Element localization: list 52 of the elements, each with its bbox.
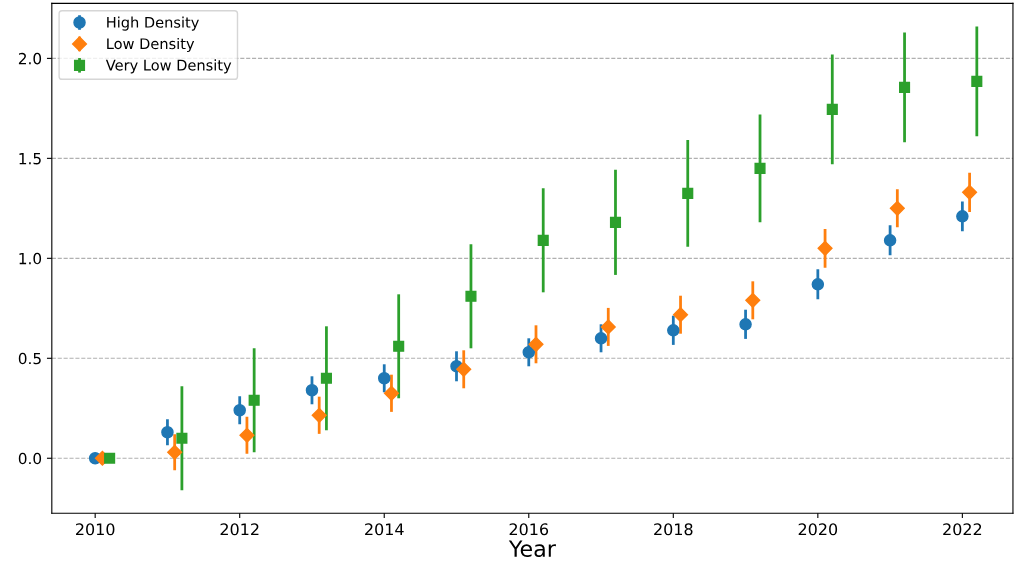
x-tick-label: 2022 [943,523,982,536]
x-tick-label: 2020 [798,523,838,536]
point [239,427,255,443]
legend-label: Very Low Density [105,59,232,74]
point [522,346,536,359]
y-tick-label: 2.0 [18,52,42,65]
point [682,187,694,199]
point [393,340,405,352]
x-tick-label: 2018 [654,523,693,536]
point [305,384,319,397]
point [898,81,911,93]
point [971,75,983,87]
x-tick-label: 2012 [220,523,259,536]
point [754,162,766,174]
point [667,324,680,337]
point [826,103,838,115]
point [167,444,183,460]
point [320,372,332,384]
point [456,361,472,377]
point [609,216,622,228]
point [883,234,897,247]
y-tick-label: 0.0 [18,452,42,465]
point [745,292,761,308]
point [383,385,400,401]
point [176,432,188,444]
point [104,452,116,464]
point [248,394,260,406]
point [465,290,477,302]
point [739,318,752,331]
point [594,332,608,345]
legend-label: Low Density [107,37,195,53]
x-tick-label: 2014 [365,523,404,536]
legend-label: High Density [107,16,199,31]
y-tick-label: 1.5 [19,153,41,165]
x-tick-label: 2016 [509,523,549,536]
x-axis-title: Year [508,540,556,558]
y-tick-label: 0.5 [18,352,41,365]
point [962,184,978,200]
point [889,200,905,216]
point [817,240,833,256]
y-tick-label: 1.0 [19,252,42,265]
point [311,407,327,423]
point [600,319,616,335]
point [528,336,544,352]
x-tick-label: 2010 [76,523,115,536]
point [537,234,549,246]
point [233,404,246,417]
point [956,210,969,223]
point [672,307,689,323]
point [811,278,825,291]
point [161,426,174,439]
point [377,372,391,385]
